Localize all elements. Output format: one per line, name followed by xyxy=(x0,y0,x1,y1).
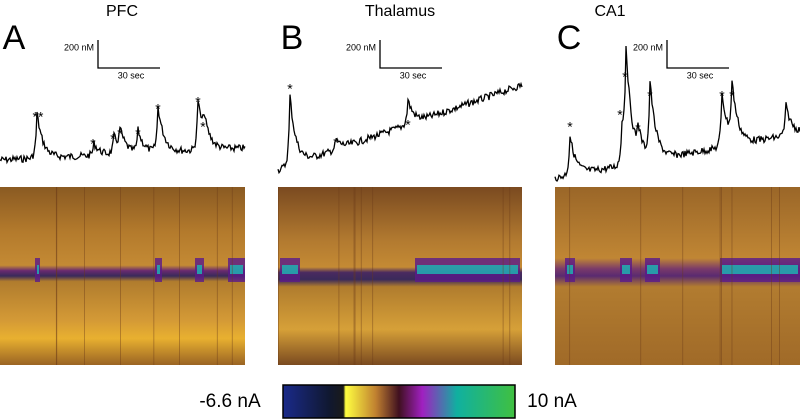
event-marker: ** xyxy=(33,109,44,125)
event-marker: * xyxy=(200,119,206,135)
oxidation-core xyxy=(197,265,202,274)
event-marker: * xyxy=(405,117,411,133)
event-marker: * xyxy=(617,107,623,123)
oxidation-core xyxy=(417,265,518,274)
trace xyxy=(0,100,246,165)
panel-title: PFC xyxy=(106,3,138,20)
oxidation-core xyxy=(722,265,798,274)
event-marker: * xyxy=(287,81,293,97)
event-marker: * xyxy=(90,136,96,152)
scale-y: 200 nM xyxy=(633,42,663,52)
oxidation-core xyxy=(622,265,630,274)
colorbar-max: 10 nA xyxy=(527,391,577,412)
panel-letter: C xyxy=(557,19,582,57)
trace xyxy=(554,45,800,183)
scale-y: 200 nM xyxy=(64,42,94,52)
oxidation-core xyxy=(282,265,298,274)
scale-y: 200 nM xyxy=(346,42,376,52)
colorbar xyxy=(282,384,516,419)
oxidation-core xyxy=(157,265,160,274)
panel-title: CA1 xyxy=(594,3,625,20)
event-marker: * xyxy=(622,69,628,85)
scale-x: 30 sec xyxy=(687,70,714,80)
scale-bar xyxy=(666,40,729,69)
scale-bar xyxy=(379,40,442,69)
panel-letter: B xyxy=(281,19,304,57)
event-marker: * xyxy=(567,119,573,135)
oxidation-core xyxy=(37,265,39,274)
event-marker: * xyxy=(333,135,339,151)
oxidation-core xyxy=(647,265,658,274)
panel-title: Thalamus xyxy=(365,3,435,20)
event-marker: * xyxy=(195,94,201,110)
event-marker: * xyxy=(135,126,141,142)
event-marker: * xyxy=(729,88,735,104)
scale-bar xyxy=(97,40,160,69)
oxidation-core xyxy=(230,265,243,274)
scale-x: 30 sec xyxy=(400,70,427,80)
color-plot xyxy=(0,187,245,365)
event-marker: * xyxy=(647,88,653,104)
colorbar-min: -6.6 nA xyxy=(199,391,261,412)
event-marker: * xyxy=(117,126,123,142)
scale-x: 30 sec xyxy=(118,70,145,80)
event-marker: * xyxy=(155,101,161,117)
trace xyxy=(277,81,523,175)
event-marker: * xyxy=(719,88,725,104)
panel-letter: A xyxy=(3,19,26,57)
event-marker: * xyxy=(635,121,641,137)
event-marker: * xyxy=(110,131,116,147)
